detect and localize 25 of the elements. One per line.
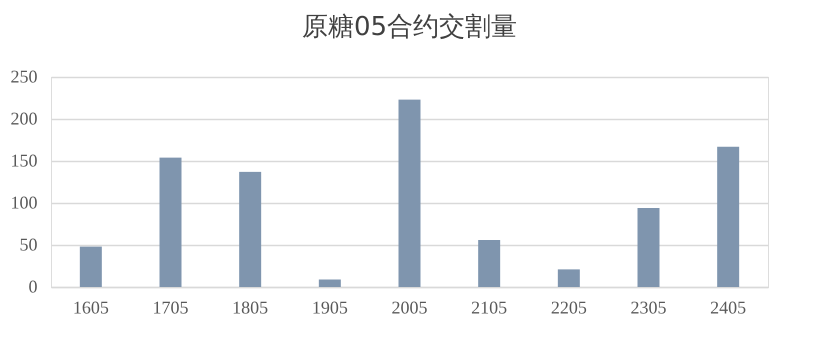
bar [80,246,102,287]
bar [558,269,580,287]
bar [717,146,740,287]
bar [239,172,262,287]
x-tick-label: 1605 [72,298,109,318]
x-tick-label: 2305 [630,298,666,318]
y-tick-label: 50 [20,234,38,254]
y-tick-label: 0 [28,276,38,296]
y-tick-label: 100 [10,192,38,212]
y-tick-label: 200 [10,108,38,128]
bar [638,208,660,287]
chart-title: 原糖05合约交割量 [302,12,518,42]
x-tick-label: 1705 [152,298,188,318]
x-tick-label: 1905 [312,298,348,318]
bar [160,158,182,287]
x-tick-label: 2005 [392,298,428,318]
x-tick-label: 2105 [471,298,508,318]
x-tick-label: 2405 [710,298,746,318]
bar [318,279,341,287]
bar [478,240,500,287]
y-tick-label: 150 [10,150,38,170]
x-tick-label: 1805 [232,298,268,318]
x-tick-label: 2205 [550,298,587,318]
y-tick-label: 250 [10,66,38,86]
bar [398,100,420,287]
